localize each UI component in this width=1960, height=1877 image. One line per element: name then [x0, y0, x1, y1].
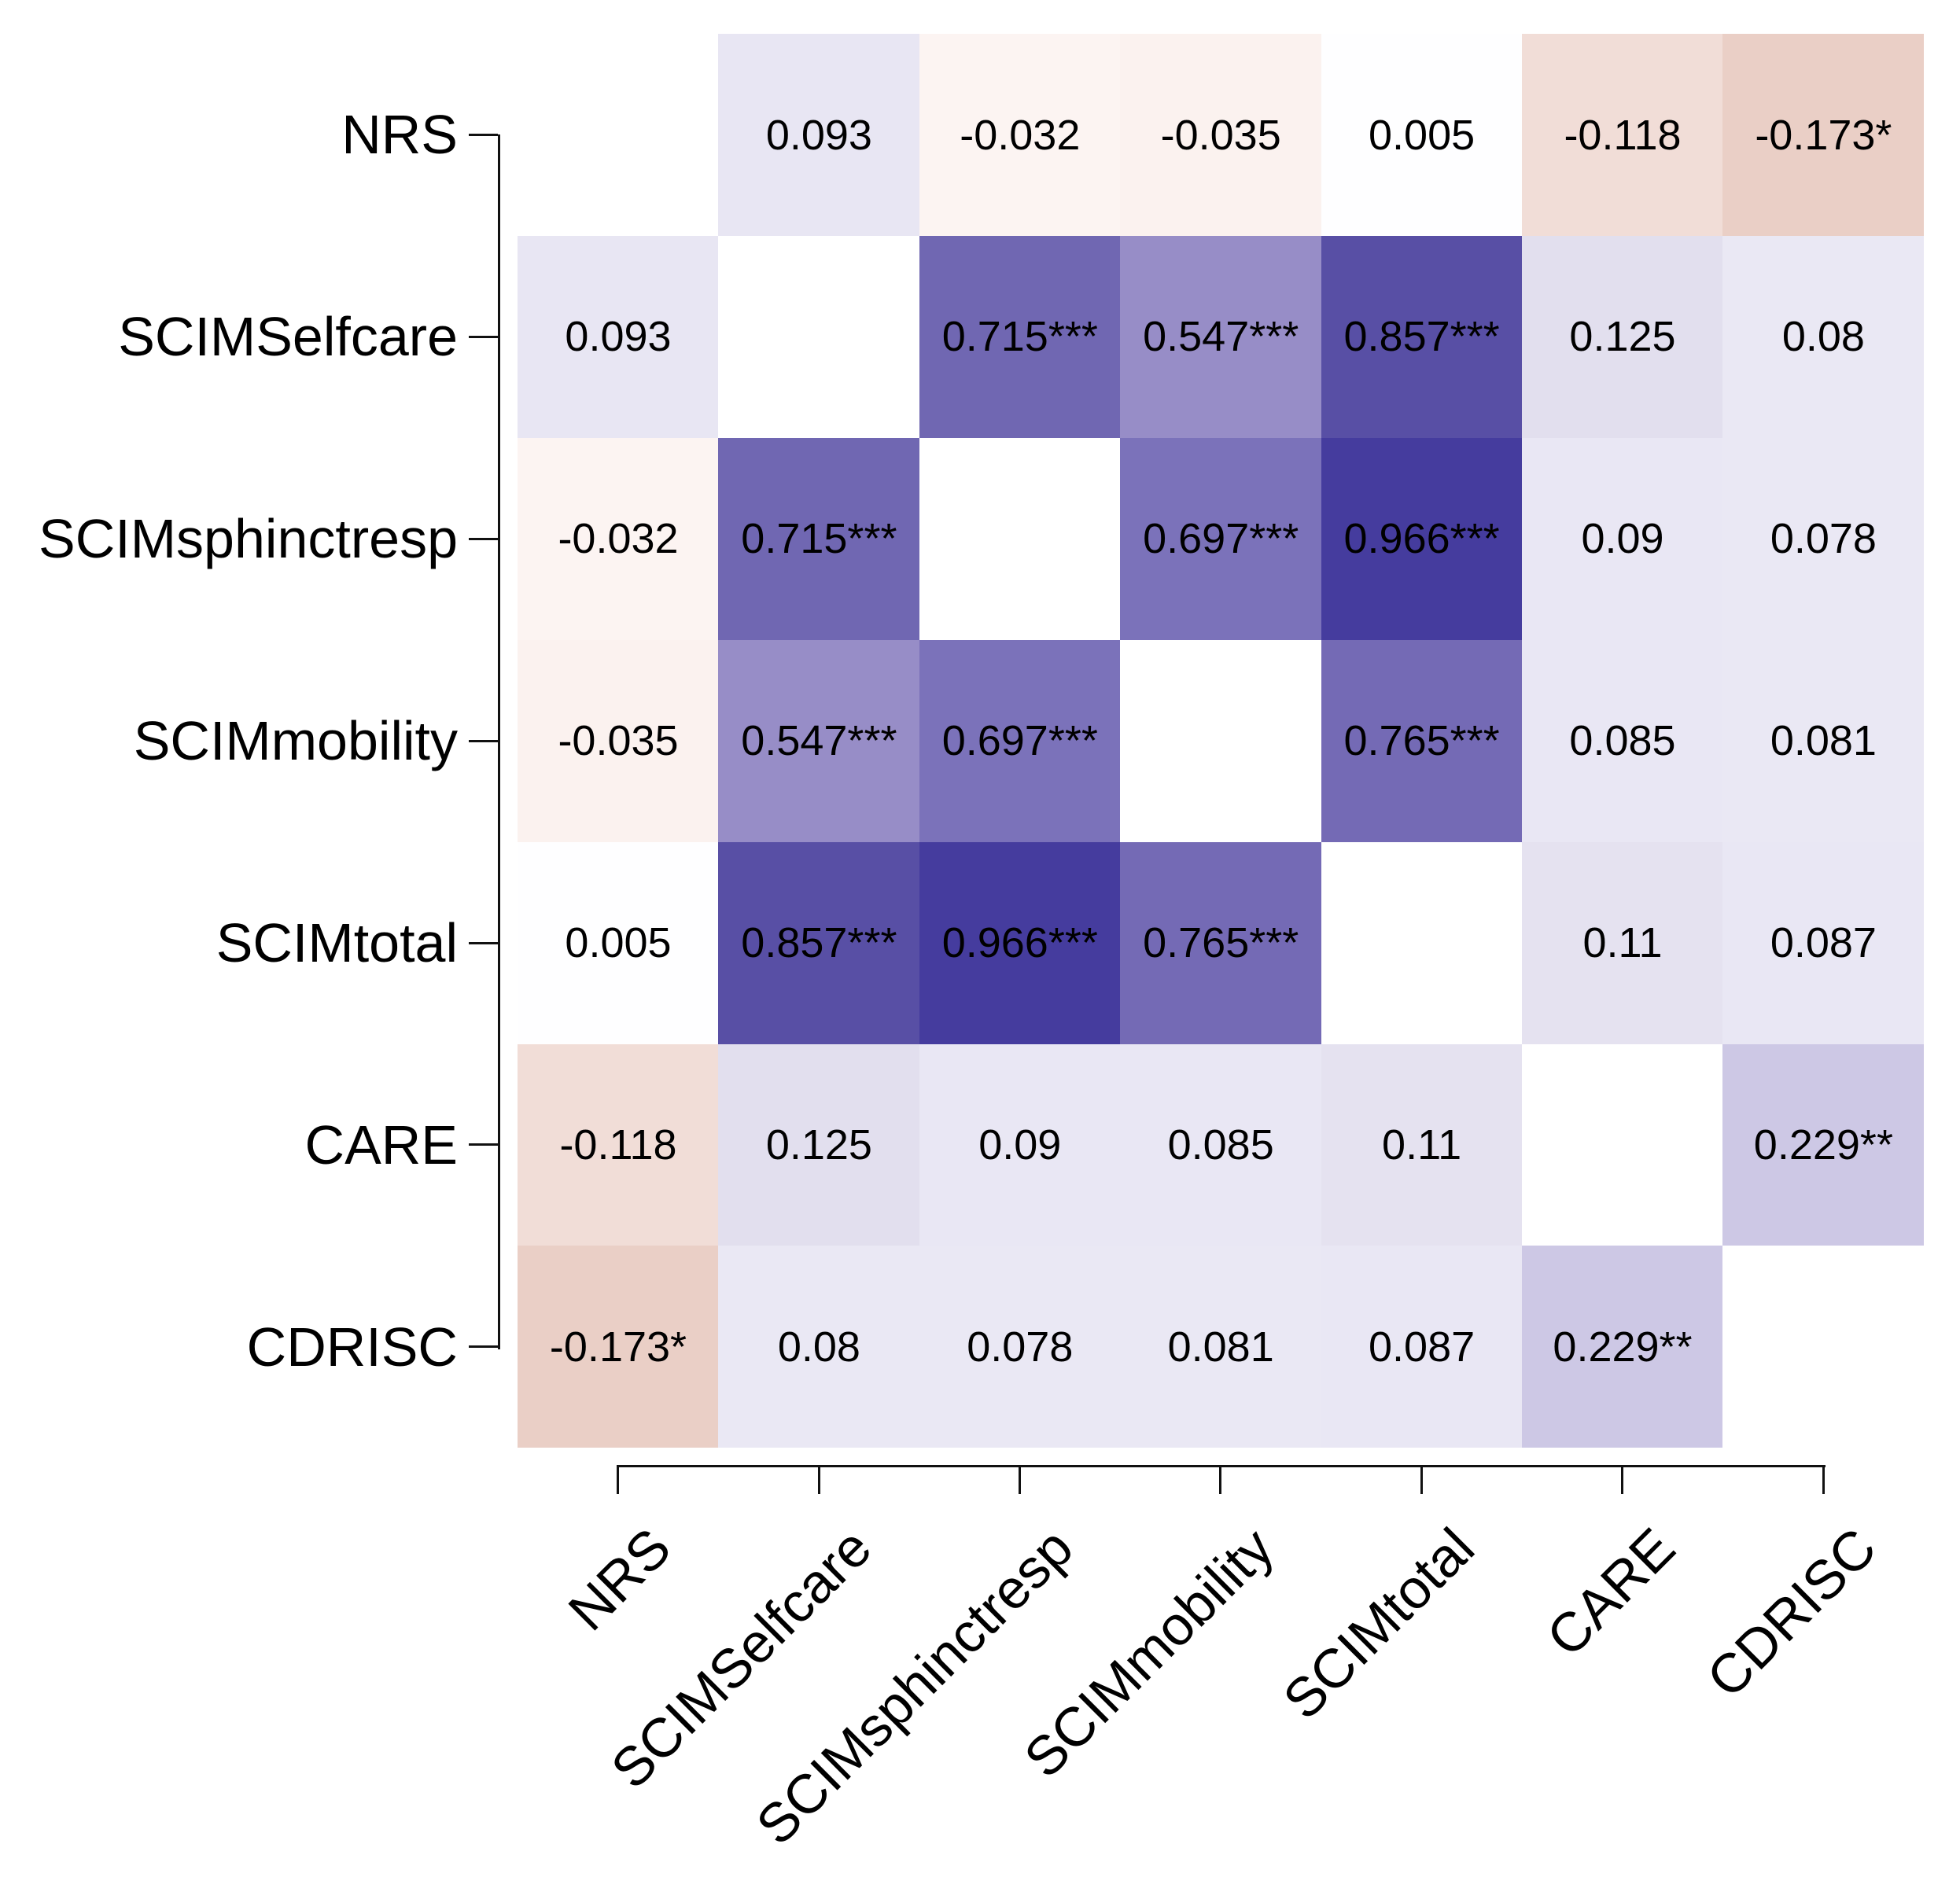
x-axis-label-CARE: CARE: [1534, 1516, 1687, 1669]
matrix-cell-SCIMsphinctresp-CARE: 0.09: [1522, 437, 1723, 640]
matrix-cell-SCIMsphinctresp-SCIMSelfcare: 0.715***: [718, 437, 920, 640]
matrix-cell-NRS-SCIMsphinctresp: -0.032: [919, 34, 1121, 236]
matrix-cell-CARE-SCIMmobility: 0.085: [1120, 1043, 1322, 1246]
matrix-cell-NRS-CARE: -0.118: [1522, 34, 1723, 236]
matrix-cell-NRS-NRS: [518, 34, 719, 236]
matrix-cell-SCIMSelfcare-SCIMmobility: 0.547***: [1120, 235, 1322, 438]
x-axis-tick: [1420, 1465, 1423, 1494]
y-axis-label-NRS: NRS: [341, 104, 458, 166]
matrix-cell-SCIMSelfcare-CARE: 0.125: [1522, 235, 1723, 438]
y-axis-tick: [469, 133, 498, 136]
matrix-cell-SCIMtotal-NRS: 0.005: [518, 841, 719, 1044]
matrix-cell-CARE-CDRISC: 0.229**: [1722, 1043, 1925, 1246]
x-axis-tick: [1822, 1465, 1825, 1494]
matrix-cell-CARE-CARE: [1522, 1043, 1723, 1246]
matrix-cell-SCIMSelfcare-SCIMtotal: 0.857***: [1321, 235, 1523, 438]
matrix-cell-SCIMmobility-SCIMmobility: [1120, 639, 1322, 842]
y-axis-label-SCIMsphinctresp: SCIMsphinctresp: [39, 508, 458, 570]
matrix-cell-SCIMtotal-SCIMSelfcare: 0.857***: [718, 841, 920, 1044]
y-axis-tick: [469, 1143, 498, 1146]
y-axis-tick: [469, 941, 498, 944]
matrix-cell-SCIMSelfcare-CDRISC: 0.08: [1722, 235, 1925, 438]
y-axis-tick: [469, 335, 498, 338]
matrix-cell-SCIMmobility-SCIMsphinctresp: 0.697***: [919, 639, 1121, 842]
matrix-cell-SCIMSelfcare-NRS: 0.093: [518, 235, 719, 438]
y-axis-label-CDRISC: CDRISC: [246, 1316, 458, 1378]
matrix-cell-CDRISC-SCIMsphinctresp: 0.078: [919, 1246, 1121, 1448]
matrix-cell-SCIMtotal-CDRISC: 0.087: [1722, 841, 1925, 1044]
x-axis-tick: [817, 1465, 820, 1494]
x-axis-label-CDRISC: CDRISC: [1694, 1516, 1888, 1710]
y-axis-label-CARE: CARE: [304, 1113, 458, 1176]
matrix-cell-SCIMmobility-SCIMSelfcare: 0.547***: [718, 639, 920, 842]
matrix-cell-CDRISC-CDRISC: [1722, 1246, 1925, 1448]
y-axis-tick: [469, 739, 498, 742]
x-axis-tick: [1019, 1465, 1021, 1494]
matrix-cell-CDRISC-SCIMSelfcare: 0.08: [718, 1246, 920, 1448]
matrix-cell-CARE-SCIMsphinctresp: 0.09: [919, 1043, 1121, 1246]
x-axis-label-SCIMtotal: SCIMtotal: [1271, 1516, 1487, 1732]
matrix-cell-SCIMtotal-CARE: 0.11: [1522, 841, 1723, 1044]
matrix-cell-NRS-SCIMmobility: -0.035: [1120, 34, 1322, 236]
matrix-cell-CARE-SCIMtotal: 0.11: [1321, 1043, 1523, 1246]
x-axis-label-NRS: NRS: [556, 1516, 683, 1643]
matrix-cell-SCIMsphinctresp-SCIMmobility: 0.697***: [1120, 437, 1322, 640]
matrix-cell-SCIMsphinctresp-SCIMtotal: 0.966***: [1321, 437, 1523, 640]
matrix-cell-SCIMSelfcare-SCIMsphinctresp: 0.715***: [919, 235, 1121, 438]
matrix-cell-SCIMtotal-SCIMsphinctresp: 0.966***: [919, 841, 1121, 1044]
y-axis-label-SCIMSelfcare: SCIMSelfcare: [118, 306, 458, 368]
y-axis-tick: [469, 1345, 498, 1349]
matrix-cell-SCIMmobility-SCIMtotal: 0.765***: [1321, 639, 1523, 842]
x-axis-tick: [1621, 1465, 1624, 1494]
matrix-cell-SCIMsphinctresp-CDRISC: 0.078: [1722, 437, 1925, 640]
matrix-cell-CDRISC-NRS: -0.173*: [518, 1246, 719, 1448]
matrix-cell-SCIMmobility-CDRISC: 0.081: [1722, 639, 1925, 842]
x-axis-tick: [617, 1465, 620, 1494]
matrix-cell-CARE-NRS: -0.118: [518, 1043, 719, 1246]
y-axis-label-SCIMtotal: SCIMtotal: [216, 912, 458, 974]
matrix-cell-CDRISC-CARE: 0.229**: [1522, 1246, 1723, 1448]
matrix-cell-SCIMtotal-SCIMmobility: 0.765***: [1120, 841, 1322, 1044]
y-axis-label-SCIMmobility: SCIMmobility: [133, 710, 458, 772]
matrix-cell-CARE-SCIMSelfcare: 0.125: [718, 1043, 920, 1246]
matrix-cell-CDRISC-SCIMtotal: 0.087: [1321, 1246, 1523, 1448]
matrix-cell-SCIMsphinctresp-SCIMsphinctresp: [919, 437, 1121, 640]
matrix-cell-SCIMtotal-SCIMtotal: [1321, 841, 1523, 1044]
matrix-cell-NRS-SCIMtotal: 0.005: [1321, 34, 1523, 236]
y-axis-line: [498, 134, 500, 1349]
matrix-cell-SCIMmobility-CARE: 0.085: [1522, 639, 1723, 842]
x-axis-tick: [1219, 1465, 1222, 1494]
matrix-cell-NRS-CDRISC: -0.173*: [1722, 34, 1925, 236]
matrix-cell-CDRISC-SCIMmobility: 0.081: [1120, 1246, 1322, 1448]
matrix-cell-SCIMmobility-NRS: -0.035: [518, 639, 719, 842]
y-axis-tick: [469, 537, 498, 540]
matrix-cell-SCIMsphinctresp-NRS: -0.032: [518, 437, 719, 640]
matrix-cell-SCIMSelfcare-SCIMSelfcare: [718, 235, 920, 438]
matrix-cell-NRS-SCIMSelfcare: 0.093: [718, 34, 920, 236]
